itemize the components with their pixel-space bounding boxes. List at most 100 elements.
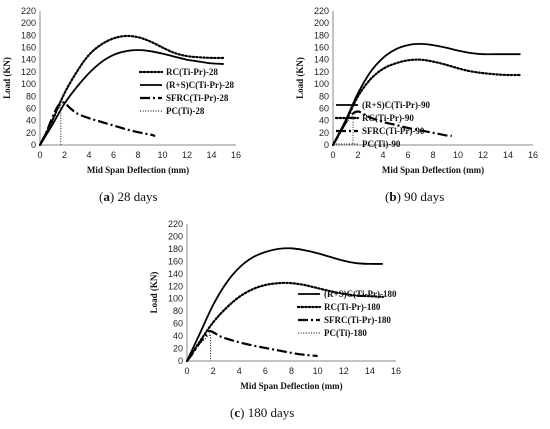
caption-text: 90 days (404, 189, 445, 204)
series-line-3 (332, 114, 354, 146)
legend-label: SFRC(Ti-Pr)-28 (166, 93, 229, 103)
y-tick-label: 180 (168, 244, 183, 254)
chart-28-days: 0 2 4 6 8 10 12 14 16020406080100120140160180200… (2, 6, 241, 175)
y-tick-label: 160 (21, 43, 36, 53)
y-tick-label: 100 (314, 79, 329, 89)
y-tick-label: 200 (21, 18, 36, 28)
y-tick-label: 160 (314, 43, 329, 53)
y-tick-label: 0 (178, 356, 183, 366)
y-tick-label: 100 (21, 79, 36, 89)
chart-panel-a: 0 2 4 6 8 10 12 14 16 0 20 40 60 80 100 120 140 160 180 200… (0, 0, 270, 182)
y-tick-label: 80 (173, 306, 183, 316)
caption-c: (c) 180 days (230, 405, 295, 420)
y-tick-label: 120 (21, 67, 36, 77)
y-tick-label: 180 (21, 30, 36, 40)
x-tick-label: 0 (184, 366, 189, 376)
y-tick-label: 60 (319, 103, 329, 113)
x-tick-label: 2 (62, 150, 67, 160)
caption-letter: c (234, 405, 241, 420)
y-tick-label: 0 (324, 140, 329, 150)
series-line-3 (186, 333, 211, 362)
x-tick-label: 6 (405, 150, 410, 160)
caption-letter: a (103, 189, 110, 204)
legend-label: (R+S)C(Ti-Pr)-180 (324, 289, 397, 299)
legend-label: (R+S)C(Ti-Pr)-90 (362, 100, 430, 110)
y-tick-label: 40 (319, 116, 329, 126)
x-tick-label: 4 (380, 150, 385, 160)
x-tick-label: 10 (313, 366, 323, 376)
caption-a: (a) 28 days (99, 189, 158, 204)
legend-label: RC(Ti-Pr)-28 (166, 67, 218, 77)
x-tick-label: 6 (111, 150, 116, 160)
y-tick-label: 220 (314, 6, 329, 16)
y-tick-label: 220 (168, 219, 183, 229)
legend-label: PC(Ti)-28 (166, 106, 205, 116)
x-tick-label: 0 (330, 150, 335, 160)
y-tick-label: 20 (26, 128, 36, 138)
x-tick-label: 14 (365, 366, 375, 376)
series-line-0 (186, 247, 383, 362)
x-tick-label: 10 (157, 150, 167, 160)
y-tick-label: 140 (168, 269, 183, 279)
x-tick-label: 2 (211, 366, 216, 376)
legend-label: RC(Ti-Pr)-90 (362, 113, 414, 123)
x-tick-label: 14 (206, 150, 216, 160)
x-axis-title: Mid Span Deflection (mm) (382, 165, 484, 175)
x-tick-label: 8 (430, 150, 435, 160)
x-tick-label: 8 (289, 366, 294, 376)
chart-panel-c: 0 2 4 6 8 10 12 14 16 0 20 40 60 80 100 120 140 160 180 200… (148, 212, 420, 397)
y-tick-label: 60 (26, 103, 36, 113)
y-tick-label: 140 (314, 55, 329, 65)
x-tick-label: 2 (355, 150, 360, 160)
legend-label: SFRC(Ti-Pr)-90 (362, 126, 425, 136)
legend-label: (R+S)C(Ti-Pr)-28 (166, 80, 234, 90)
y-axis-title: Load (KN) (295, 57, 305, 99)
y-tick-label: 180 (314, 30, 329, 40)
chart-panel-b: 0 2 4 6 8 10 12 14 16 0 20 40 60 80 100 120 140 160 180 200… (278, 0, 550, 182)
x-tick-label: 10 (453, 150, 463, 160)
x-tick-label: 12 (339, 366, 349, 376)
y-tick-label: 140 (21, 55, 36, 65)
y-tick-label: 220 (21, 6, 36, 16)
x-tick-label: 6 (263, 366, 268, 376)
y-tick-label: 120 (168, 281, 183, 291)
chart-180-days: 0 2 4 6 8 10 12 14 16020406080100120140160180200… (149, 219, 401, 391)
y-tick-label: 20 (173, 344, 183, 354)
y-tick-label: 20 (319, 128, 329, 138)
y-tick-label: 100 (168, 294, 183, 304)
y-tick-label: 200 (314, 18, 329, 28)
y-tick-label: 40 (173, 331, 183, 341)
series-line-1 (331, 58, 522, 147)
x-tick-label: 16 (391, 366, 401, 376)
y-tick-label: 160 (168, 256, 183, 266)
y-tick-label: 80 (26, 91, 36, 101)
caption-letter: b (389, 189, 397, 204)
caption-text: 180 days (247, 405, 295, 420)
x-tick-label: 4 (237, 366, 242, 376)
x-tick-label: 8 (135, 150, 140, 160)
y-tick-label: 0 (31, 140, 36, 150)
series-line-0 (38, 34, 225, 147)
x-axis-title: Mid Span Deflection (mm) (87, 165, 189, 175)
y-tick-label: 40 (26, 116, 36, 126)
legend-label: SFRC(Ti-Pr)-180 (324, 315, 391, 325)
y-tick-label: 80 (319, 91, 329, 101)
x-axis-title: Mid Span Deflection (mm) (240, 381, 342, 391)
caption-text: 28 days (117, 189, 158, 204)
y-tick-label: 200 (168, 231, 183, 241)
legend-label: PC(Ti)-180 (324, 328, 367, 338)
series-line-2 (39, 101, 156, 146)
series-line-0 (332, 42, 521, 146)
y-tick-label: 60 (173, 319, 183, 329)
x-tick-label: 16 (231, 150, 241, 160)
series-line-2 (186, 330, 318, 362)
legend-label: RC(Ti-Pr)-180 (324, 302, 381, 312)
series-line-1 (185, 281, 384, 363)
caption-b: (b) 90 days (385, 189, 445, 204)
series-line-1 (39, 49, 224, 146)
legend-label: PC(Ti)-90 (362, 139, 401, 149)
series-line-3 (39, 104, 62, 146)
x-tick-label: 14 (503, 150, 513, 160)
x-tick-label: 16 (528, 150, 538, 160)
y-axis-title: Load (KN) (149, 272, 159, 314)
